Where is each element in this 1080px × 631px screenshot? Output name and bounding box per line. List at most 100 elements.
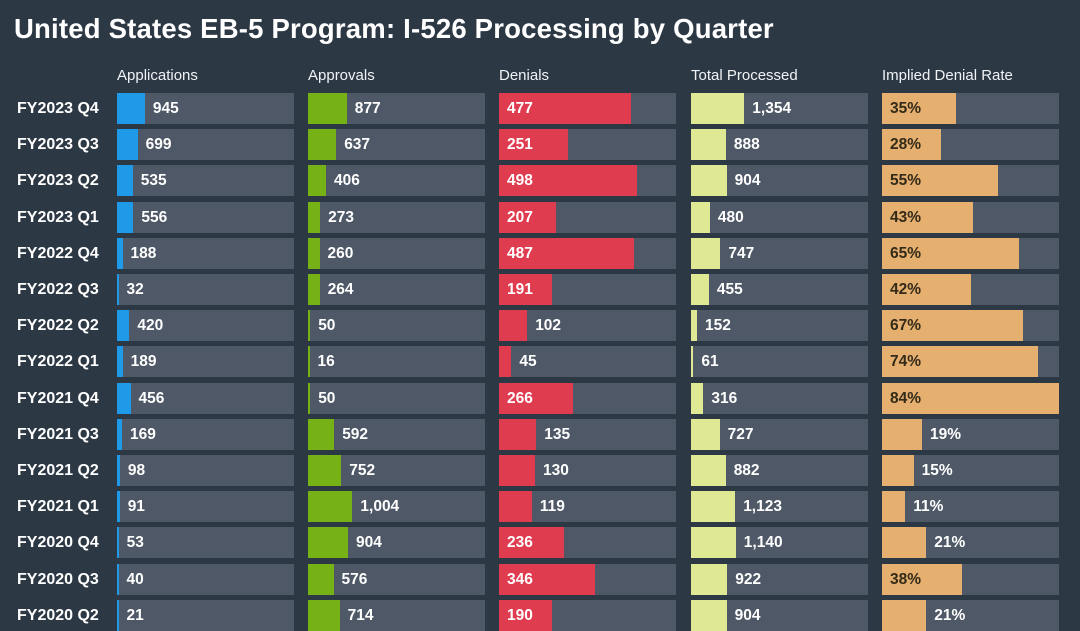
bar-implied-denial-rate [882, 238, 1019, 269]
bar-track: 498 [499, 165, 676, 196]
bar-value-label: 260 [327, 245, 354, 262]
column-header-applications: Applications [117, 67, 198, 84]
bar-value-label: 42% [890, 281, 922, 298]
bar-value-label: 102 [535, 317, 562, 334]
bar-value-label: 21 [126, 607, 144, 624]
bar-value-label: 456 [138, 390, 165, 407]
bar-total-processed [691, 491, 736, 522]
bar-track: 904 [691, 165, 868, 196]
bar-applications [117, 238, 123, 269]
bar-total-processed [691, 202, 710, 233]
bar-track: 16 [308, 346, 485, 377]
bar-applications [117, 491, 120, 522]
bar-denials [499, 238, 634, 269]
bar-track: 455 [691, 274, 868, 305]
bar-approvals [308, 93, 347, 124]
bar-value-label: 35% [890, 100, 922, 117]
bar-track: 1,004 [308, 491, 485, 522]
bar-value-label: 592 [342, 426, 369, 443]
bar-total-processed [691, 419, 720, 450]
bar-total-processed [691, 310, 697, 341]
bar-track: 152 [691, 310, 868, 341]
bar-value-label: 21% [934, 607, 966, 624]
bar-applications [117, 310, 130, 341]
bar-value-label: 236 [507, 534, 533, 551]
bar-denials [499, 527, 565, 558]
bar-value-label: 752 [349, 462, 376, 479]
bar-value-label: 38% [890, 571, 922, 588]
bar-value-label: 346 [507, 571, 533, 588]
bar-track: 21% [882, 600, 1059, 631]
row-label: FY2022 Q1 [17, 353, 99, 370]
bar-track: 699 [117, 129, 294, 160]
bar-value-label: 535 [140, 172, 167, 189]
bar-value-label: 74% [890, 353, 922, 370]
bar-implied-denial-rate [882, 346, 1038, 377]
bar-track: 38% [882, 564, 1059, 595]
bar-applications [117, 600, 119, 631]
row-label: FY2023 Q3 [17, 136, 99, 153]
bar-implied-denial-rate [882, 600, 927, 631]
bar-track: 406 [308, 165, 485, 196]
bar-denials [499, 455, 535, 486]
bar-value-label: 316 [711, 390, 738, 407]
bar-track: 119 [499, 491, 676, 522]
bar-value-label: 498 [507, 172, 533, 189]
bar-implied-denial-rate [882, 455, 914, 486]
bar-value-label: 188 [130, 245, 157, 262]
bar-track: 21% [882, 527, 1059, 558]
bar-track: 53 [117, 527, 294, 558]
bar-value-label: 882 [733, 462, 760, 479]
bar-value-label: 130 [543, 462, 569, 479]
bar-denials [499, 564, 595, 595]
row-label: FY2021 Q4 [17, 390, 99, 407]
bar-value-label: 904 [734, 172, 761, 189]
bar-track: 40 [117, 564, 294, 595]
bar-track: 420 [117, 310, 294, 341]
bar-track: 266 [499, 383, 676, 414]
bar-track: 102 [499, 310, 676, 341]
bar-value-label: 65% [890, 245, 922, 262]
bar-track: 1,123 [691, 491, 868, 522]
bar-track: 316 [691, 383, 868, 414]
bar-approvals [308, 310, 311, 341]
bar-value-label: 32 [126, 281, 144, 298]
bar-track: 264 [308, 274, 485, 305]
bar-approvals [308, 383, 311, 414]
bar-approvals [308, 165, 326, 196]
bar-value-label: 61 [701, 353, 719, 370]
bar-track: 91 [117, 491, 294, 522]
bar-track: 945 [117, 93, 294, 124]
bar-value-label: 637 [344, 136, 371, 153]
bar-value-label: 19% [930, 426, 962, 443]
bar-value-label: 266 [507, 390, 533, 407]
bar-track: 251 [499, 129, 676, 160]
bar-denials [499, 93, 631, 124]
bar-value-label: 45 [519, 353, 537, 370]
bar-denials [499, 383, 573, 414]
bar-denials [499, 600, 552, 631]
bar-value-label: 11% [913, 498, 944, 515]
bar-approvals [308, 346, 310, 377]
bar-value-label: 556 [141, 209, 168, 226]
bar-implied-denial-rate [882, 310, 1024, 341]
bar-track: 904 [308, 527, 485, 558]
bar-value-label: 877 [354, 100, 381, 117]
bar-approvals [308, 274, 320, 305]
bar-track: 922 [691, 564, 868, 595]
column-header-approvals: Approvals [308, 67, 375, 84]
bar-approvals [308, 600, 340, 631]
bar-track: 61 [691, 346, 868, 377]
bar-track: 84% [882, 383, 1059, 414]
bar-track: 637 [308, 129, 485, 160]
bar-track: 15% [882, 455, 1059, 486]
bar-value-label: 50 [318, 390, 336, 407]
bar-denials [499, 346, 512, 377]
bar-denials [499, 491, 532, 522]
bar-approvals [308, 202, 321, 233]
bar-track: 752 [308, 455, 485, 486]
row-label: FY2023 Q2 [17, 172, 99, 189]
bar-applications [117, 202, 134, 233]
bar-value-label: 699 [145, 136, 172, 153]
bar-denials [499, 310, 528, 341]
